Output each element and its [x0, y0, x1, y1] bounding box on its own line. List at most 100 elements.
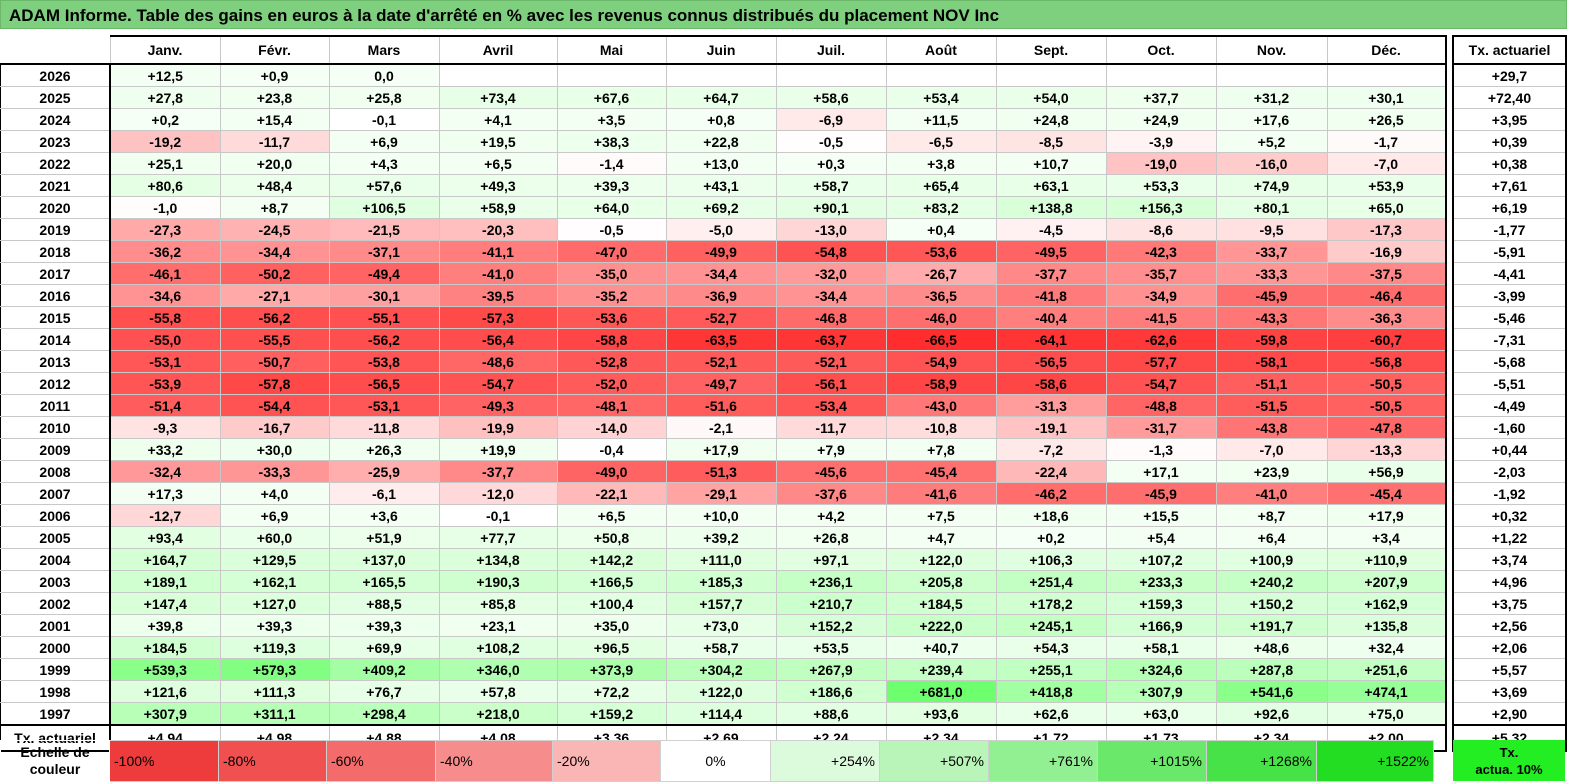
value-cell: +157,7: [665, 592, 777, 615]
value-cell: +7,5: [885, 504, 997, 527]
table-row: 2011 -51,4 -54,4 -53,1 -49,3 -48,1 -51,6 -53,4-…: [0, 394, 1447, 417]
value-cell: +539,3: [109, 658, 221, 681]
value-cell: -41,6: [885, 482, 997, 505]
value-cell: -55,8: [109, 306, 221, 329]
year-label: 2000: [0, 636, 111, 659]
row-actuarial-rate: +4,96: [1452, 570, 1567, 593]
value-cell: -34,6: [109, 284, 221, 307]
value-cell: [885, 64, 997, 87]
value-cell: -33,3: [219, 460, 330, 483]
value-cell: -53,6: [885, 240, 997, 263]
value-cell: +4,7: [885, 526, 997, 549]
value-cell: +49,3: [438, 174, 558, 197]
value-cell: -56,5: [328, 372, 440, 395]
value-cell: +3,5: [556, 108, 667, 131]
value-cell: +64,7: [665, 86, 777, 109]
value-cell: +62,6: [995, 702, 1107, 726]
table-row: 2013 -53,1 -50,7 -53,8 -48,6 -52,8 -52,1 -52,1-…: [0, 350, 1447, 373]
scale-swatch: -40%: [435, 740, 553, 782]
value-cell: [1215, 64, 1328, 87]
value-cell: [1326, 64, 1447, 87]
value-cell: -50,2: [219, 262, 330, 285]
value-cell: -41,5: [1105, 306, 1217, 329]
value-cell: +186,6: [775, 680, 887, 703]
year-label: 2001: [0, 614, 111, 637]
year-label: 2016: [0, 284, 111, 307]
row-actuarial-rate: +1,22: [1452, 526, 1567, 549]
row-actuarial-rate: +29,7: [1452, 64, 1567, 87]
value-cell: +76,7: [328, 680, 440, 703]
value-cell: +75,0: [1326, 702, 1447, 726]
value-cell: +88,5: [328, 592, 440, 615]
value-cell: -27,3: [109, 218, 221, 241]
value-cell: -54,7: [438, 372, 558, 395]
value-cell: -36,9: [665, 284, 777, 307]
value-cell: +189,1: [109, 570, 221, 593]
year-label: 2002: [0, 592, 111, 615]
value-cell: +129,5: [219, 548, 330, 571]
year-label: 2024: [0, 108, 111, 131]
value-cell: +25,8: [328, 86, 440, 109]
value-cell: +137,0: [328, 548, 440, 571]
year-label: 2014: [0, 328, 111, 351]
value-cell: -46,2: [995, 482, 1107, 505]
value-cell: +60,0: [219, 526, 330, 549]
value-cell: -53,4: [775, 394, 887, 417]
value-cell: -25,9: [328, 460, 440, 483]
actuarial-rate-legend: Tx. actua. 10%: [1453, 740, 1565, 781]
value-cell: +53,3: [1105, 174, 1217, 197]
value-cell: +33,2: [109, 438, 221, 461]
month-header: Mars: [328, 35, 440, 65]
table-row: 2006 -12,7 +6,9 +3,6 -0,1 +6,5 +10,0 +4,2 +7,5 +1…: [0, 504, 1447, 527]
row-actuarial-rate: -5,68: [1452, 350, 1567, 373]
value-cell: 0,0: [328, 64, 440, 87]
value-cell: +541,6: [1215, 680, 1328, 703]
value-cell: +50,8: [556, 526, 667, 549]
value-cell: +67,6: [556, 86, 667, 109]
value-cell: +0,2: [109, 108, 221, 131]
value-cell: -53,1: [328, 394, 440, 417]
scale-swatch: -60%: [326, 740, 436, 782]
value-cell: -6,5: [885, 130, 997, 153]
value-cell: -30,1: [328, 284, 440, 307]
year-label: 2003: [0, 570, 111, 593]
value-cell: +64,0: [556, 196, 667, 219]
value-cell: -42,3: [1105, 240, 1217, 263]
value-cell: +184,5: [885, 592, 997, 615]
value-cell: -45,4: [1326, 482, 1447, 505]
row-actuarial-rate: -7,31: [1452, 328, 1567, 351]
value-cell: +38,3: [556, 130, 667, 153]
value-cell: +63,1: [995, 174, 1107, 197]
value-cell: -58,6: [995, 372, 1107, 395]
table-row: 2008 -32,4 -33,3 -25,9 -37,7 -49,0 -51,3 -45,6-…: [0, 460, 1447, 483]
value-cell: -57,7: [1105, 350, 1217, 373]
value-cell: -63,7: [775, 328, 887, 351]
value-cell: -51,6: [665, 394, 777, 417]
year-label: 2026: [0, 64, 111, 87]
value-cell: [438, 64, 558, 87]
value-cell: +210,7: [775, 592, 887, 615]
value-cell: +58,9: [438, 196, 558, 219]
value-cell: +251,6: [1326, 658, 1447, 681]
value-cell: +579,3: [219, 658, 330, 681]
row-actuarial-rate: +0,44: [1452, 438, 1567, 461]
table-row: 2005 +93,4 +60,0 +51,9 +77,7 +50,8 +39,2 +26,8 +…: [0, 526, 1447, 549]
year-label: 2004: [0, 548, 111, 571]
row-actuarial-rate: -3,99: [1452, 284, 1567, 307]
value-cell: -9,5: [1215, 218, 1328, 241]
value-cell: +111,0: [665, 548, 777, 571]
year-label: 2011: [0, 394, 111, 417]
value-cell: +19,9: [438, 438, 558, 461]
value-cell: +267,9: [775, 658, 887, 681]
value-cell: -16,0: [1215, 152, 1328, 175]
value-cell: +39,3: [219, 614, 330, 637]
row-actuarial-rate: -1,77: [1452, 218, 1567, 241]
value-cell: -13,3: [1326, 438, 1447, 461]
value-cell: +7,8: [885, 438, 997, 461]
value-cell: +6,9: [219, 504, 330, 527]
value-cell: -52,7: [665, 306, 777, 329]
year-label: 2012: [0, 372, 111, 395]
value-cell: +191,7: [1215, 614, 1328, 637]
value-cell: +222,0: [885, 614, 997, 637]
value-cell: -16,7: [219, 416, 330, 439]
